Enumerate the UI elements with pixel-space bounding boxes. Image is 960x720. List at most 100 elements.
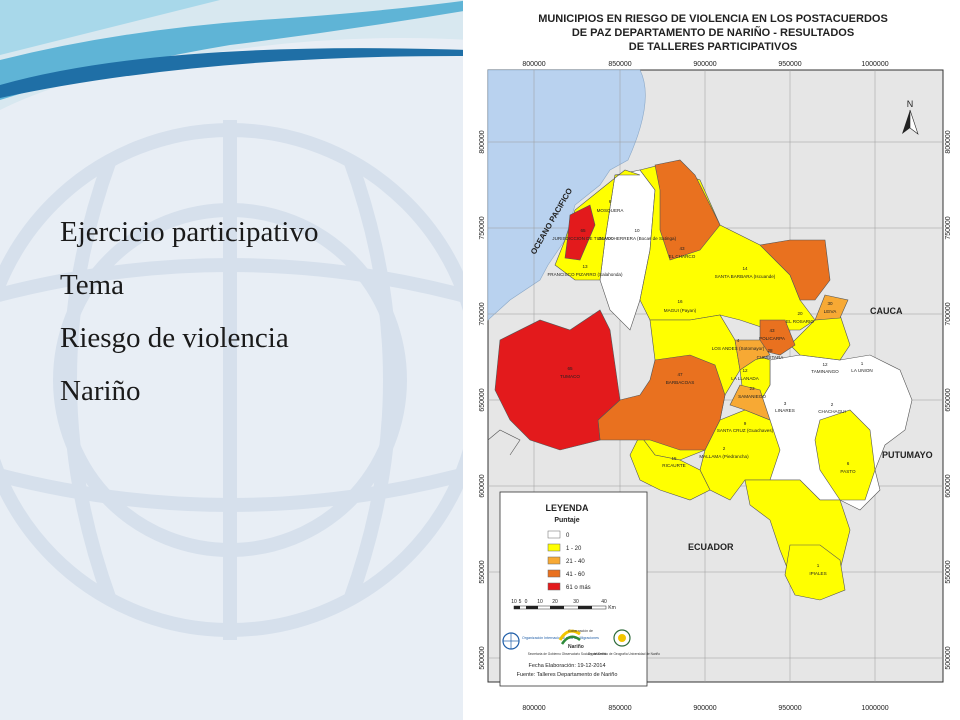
municipality-score: 9 — [744, 421, 747, 426]
municipality-name: TAMINANGO — [811, 369, 839, 374]
municipality-score: 43 — [679, 246, 685, 251]
y-tick-label: 600000 — [479, 474, 486, 497]
y-tick-label: 500000 — [945, 646, 952, 669]
bullet-item: Riesgo de violencia — [60, 322, 289, 354]
legend-swatch — [547, 556, 561, 565]
map-source: Fuente: Talleres Departamento de Nariño — [517, 672, 618, 678]
municipality-polygons — [494, 159, 913, 601]
legend: LEYENDA Puntaje 0 1 - 20 21 - 40 41 - 60… — [499, 491, 660, 687]
x-tick-label: 1000000 — [861, 61, 888, 68]
x-tick-label: 950000 — [778, 61, 801, 68]
municipality-name: EL CHARCO — [669, 254, 696, 259]
legend-label: 0 — [566, 533, 570, 539]
municipality-score: 30 — [827, 301, 833, 306]
scale-tick: 10 — [537, 599, 543, 605]
municipality-score: 1 — [861, 361, 864, 366]
municipality-name: TUMACO — [560, 374, 580, 379]
region-label: PUTUMAYO — [882, 450, 933, 460]
map-title-line: DE TALLERES PARTICIPATIVOS — [629, 41, 797, 53]
legend-label: 61 o más — [566, 585, 591, 591]
scale-tick: 10 — [511, 599, 517, 605]
x-tick-label: 800000 — [522, 61, 545, 68]
municipality-score: 12 — [822, 362, 828, 367]
y-tick-label: 700000 — [479, 302, 486, 325]
municipality-score: 13 — [582, 264, 588, 269]
municipality-score: 2 — [723, 446, 726, 451]
municipality-name: LOS ANDES (Sotomayor) — [712, 346, 765, 351]
municipality-name: RICAURTE — [662, 463, 685, 468]
municipality-name: LA UNION — [851, 368, 872, 373]
scale-tick: 5 — [519, 599, 522, 605]
municipality-name: LINARES — [775, 408, 795, 413]
ocean-area — [487, 69, 646, 321]
y-tick-label: 700000 — [945, 302, 952, 325]
legend-title: LEYENDA — [545, 503, 589, 513]
municipality-score: 1 — [817, 563, 820, 568]
scale-tick: 30 — [573, 599, 579, 605]
bullet-item: Ejercicio participativo — [60, 216, 319, 248]
municipality-score: 12 — [742, 368, 748, 373]
bullet-item: Tema — [60, 269, 124, 301]
municipality-name: SANTA CRUZ (Guachaves) — [717, 428, 774, 433]
legend-swatch — [547, 582, 561, 591]
x-tick-label: 850000 — [608, 61, 631, 68]
municipality-name: CUMBITARA — [757, 355, 785, 360]
logo-text: Gobernación de — [568, 629, 593, 633]
y-tick-label: 800000 — [479, 130, 486, 153]
municipality-score: 28 — [767, 348, 773, 353]
region-label: CAUCA — [870, 306, 903, 316]
municipality-name: PASTO — [840, 469, 856, 474]
municipality-name: IPIALES — [809, 571, 826, 576]
municipality-score: 6 — [609, 199, 612, 204]
municipality-name: SAMANIEGO — [738, 394, 766, 399]
map-title-line: MUNICIPIOS EN RIESGO DE VIOLENCIA EN LOS… — [538, 13, 888, 25]
legend-subtitle: Puntaje — [554, 517, 579, 524]
legend-label: 21 - 40 — [566, 559, 585, 565]
municipality-name: BARBACOAS — [666, 380, 695, 385]
municipality-name: CHACHAGUI — [818, 409, 846, 414]
municipality-score: 10 — [634, 228, 640, 233]
map-figure: MUNICIPIOS EN RIESGO DE VIOLENCIA EN LOS… — [479, 13, 952, 712]
municipality-score: 43 — [769, 328, 775, 333]
bullet-item: Nariño — [60, 375, 141, 407]
scale-tick: 0 — [525, 599, 528, 605]
municipality-score: 15 — [671, 456, 677, 461]
y-tick-label: 550000 — [945, 560, 952, 583]
map-title-line: DE PAZ DEPARTAMENTO DE NARIÑO - RESULTAD… — [572, 26, 854, 39]
scale-bar: 10 5 0 10 20 30 40 Km — [511, 599, 616, 611]
municipality-score: 14 — [742, 266, 748, 271]
map-date: Fecha Elaboración: 19-12-2014 — [528, 663, 605, 669]
y-tick-label: 750000 — [479, 216, 486, 239]
north-arrow: N — [902, 99, 919, 135]
y-tick-label: 550000 — [479, 560, 486, 583]
y-tick-label: 750000 — [945, 216, 952, 239]
scale-unit: Km — [608, 605, 616, 611]
municipality-name: MOSQUERA — [597, 208, 625, 213]
municipality-score: 4 — [737, 338, 740, 343]
municipality-name: SANTA BARBARA (Iscuande) — [715, 274, 776, 279]
legend-label: 41 - 60 — [566, 572, 585, 578]
municipality-score: 23 — [749, 386, 755, 391]
logo-gobernacion: Gobernación de Nariño Secretaría de Gobi… — [528, 629, 607, 656]
scale-tick: 20 — [552, 599, 558, 605]
y-tick-label: 650000 — [479, 388, 486, 411]
municipality-name: MAGUI (Payan) — [664, 308, 697, 313]
municipality-name: POLICARPA — [759, 336, 786, 341]
scale-tick: 40 — [601, 599, 607, 605]
municipality-name: MALLAMA (Piedrancha) — [699, 454, 749, 459]
region-label: ECUADOR — [688, 542, 734, 552]
legend-swatch — [547, 543, 561, 552]
x-tick-label: 900000 — [693, 705, 716, 712]
municipality-score: 16 — [677, 299, 683, 304]
municipality-name: JURISDICCION DE TUMACO — [552, 236, 614, 241]
x-tick-label: 850000 — [608, 705, 631, 712]
municipality-name: LA LLANADA — [731, 376, 760, 381]
municipality-name: EL ROSARIO — [786, 319, 814, 324]
x-tick-label: 1000000 — [861, 705, 888, 712]
x-tick-label: 950000 — [778, 705, 801, 712]
logo-text: Departamento de Geografía Universidad de… — [588, 652, 660, 656]
x-tick-label: 800000 — [522, 705, 545, 712]
legend-label: 1 - 20 — [566, 546, 582, 552]
north-arrow-icon — [902, 110, 910, 134]
coastline — [487, 429, 521, 456]
